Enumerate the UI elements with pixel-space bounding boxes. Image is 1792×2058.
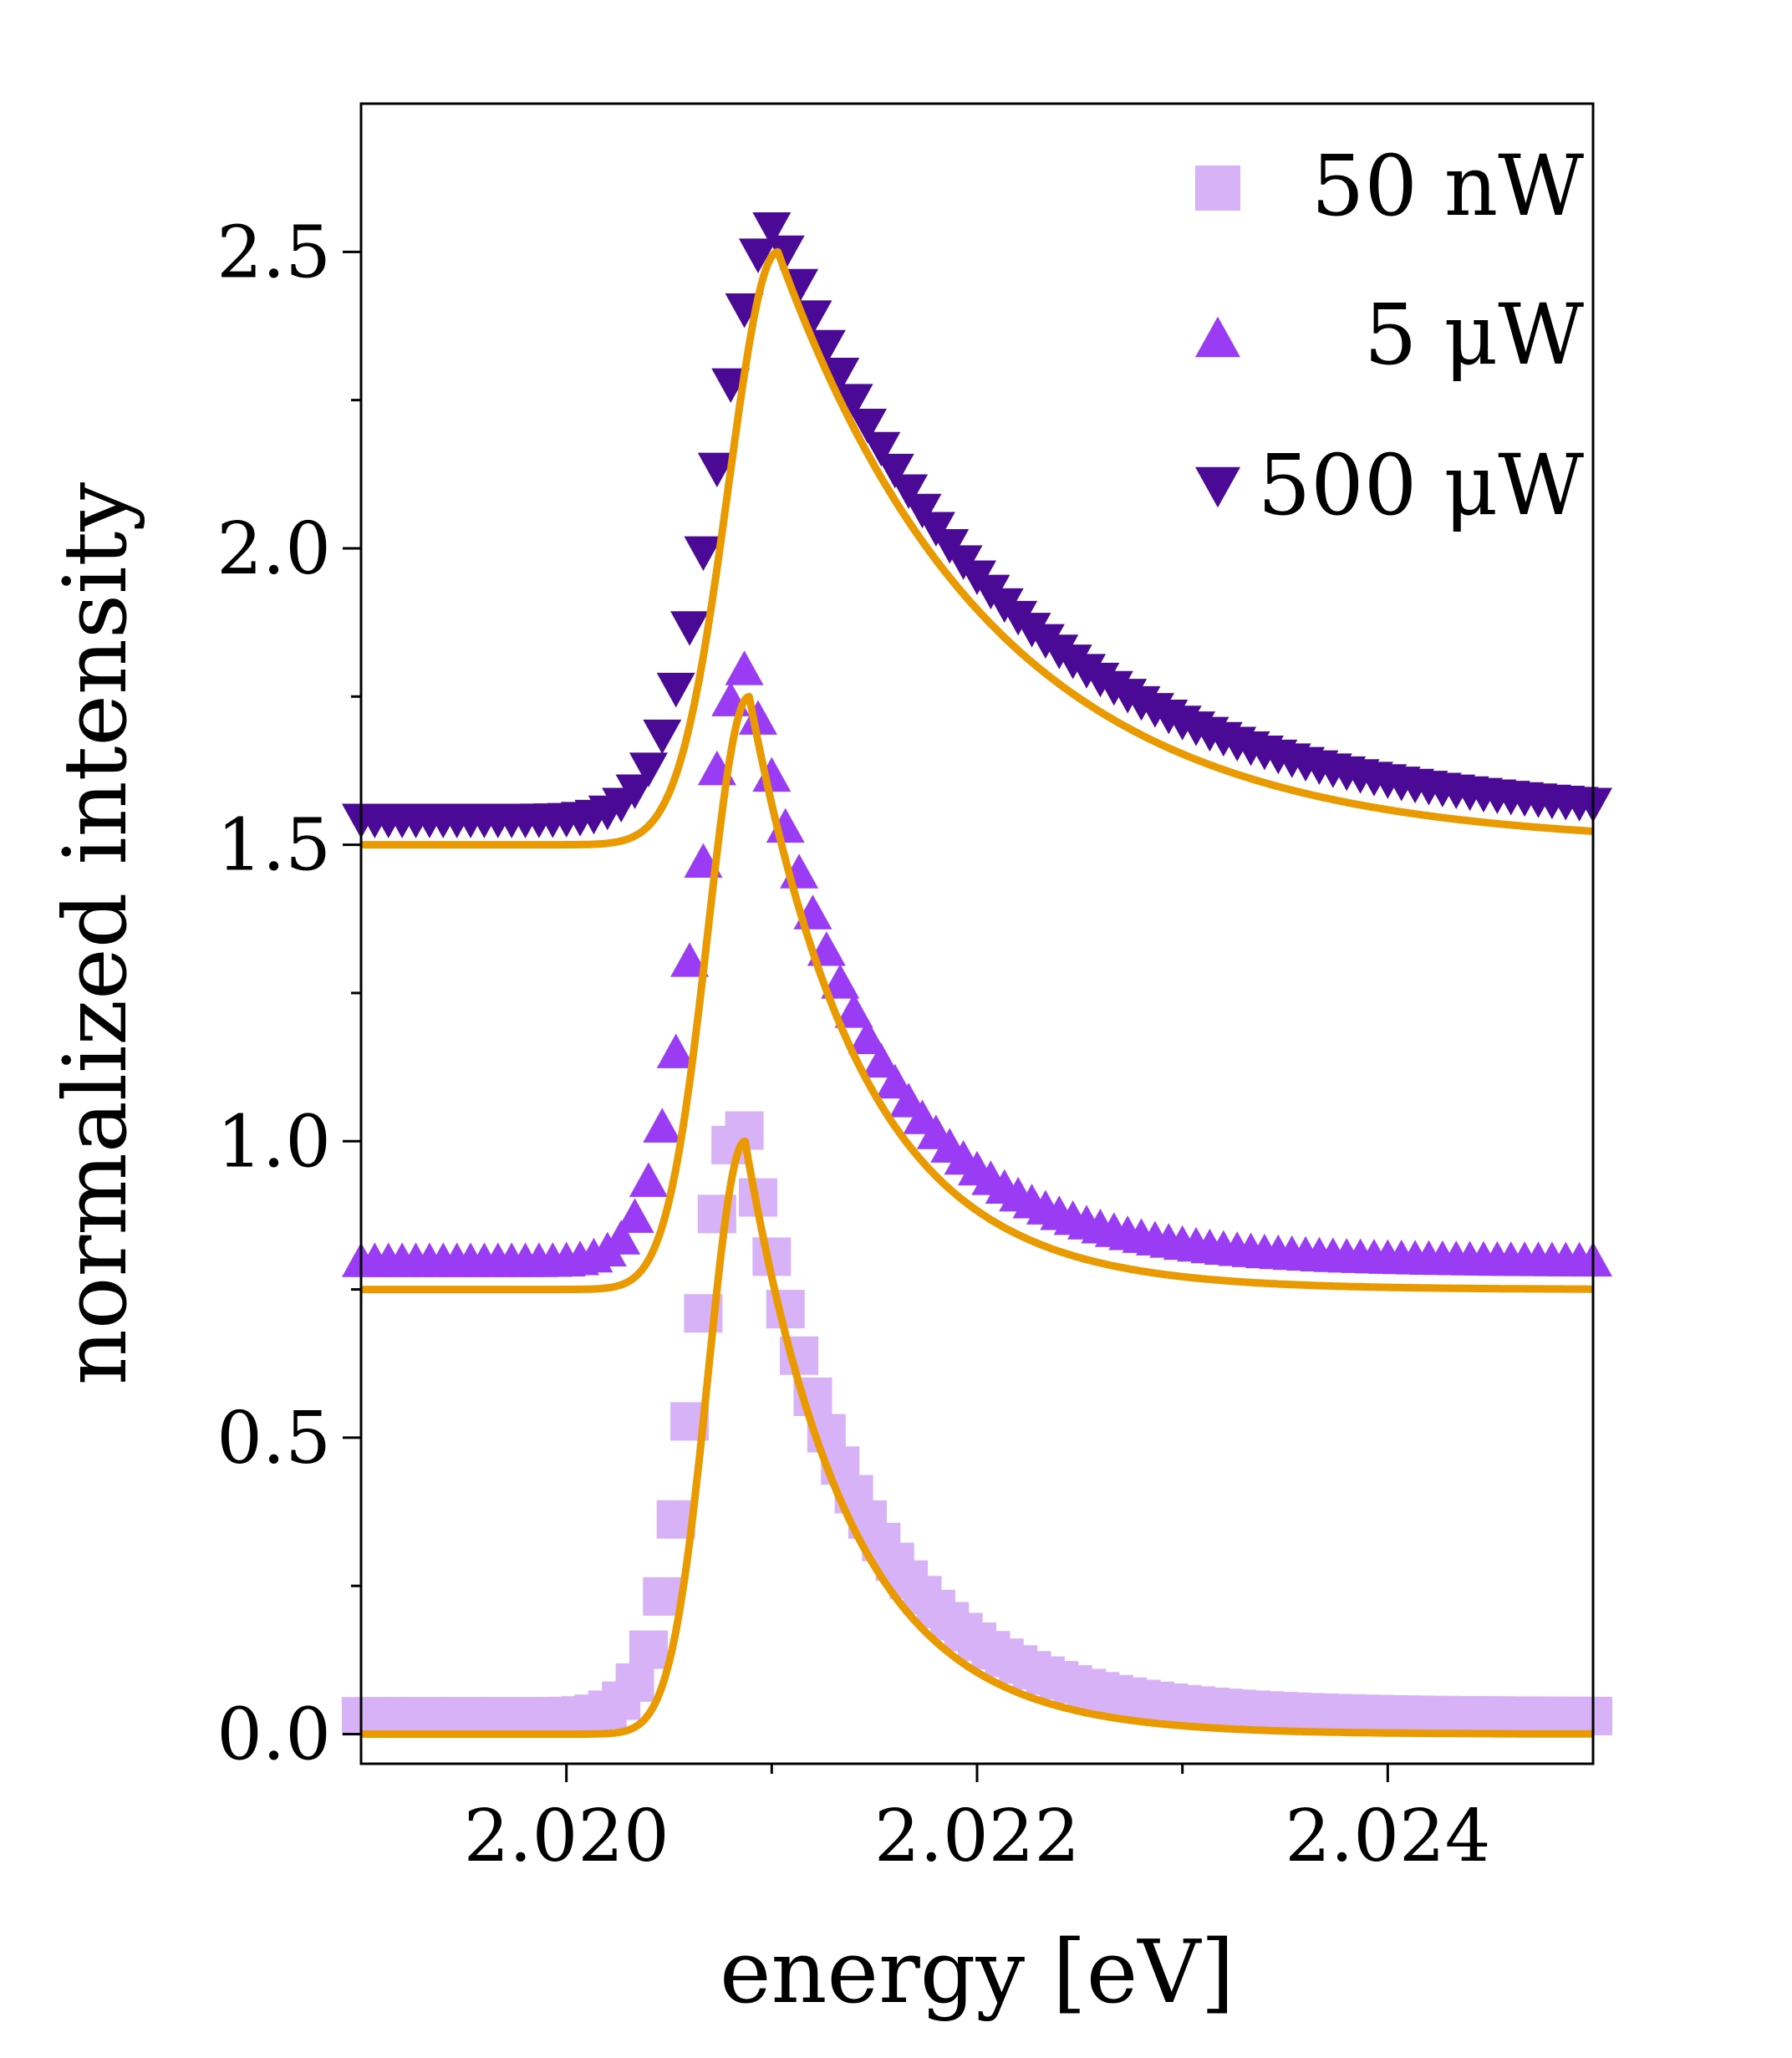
fit-line-2: [359, 692, 1595, 1294]
data-point: [670, 611, 710, 646]
x-tick-label: 2.024: [1285, 1795, 1490, 1878]
y-tick-label: 2.0: [216, 507, 331, 591]
data-point: [807, 329, 846, 365]
y-tick-label: 0.0: [216, 1694, 331, 1777]
data-point: [602, 1220, 641, 1255]
legend-marker: [1195, 166, 1240, 211]
legend-label: 500 μW: [1258, 436, 1585, 534]
legend: 50 nW 5 μW 500 μW: [1195, 137, 1584, 534]
data-point: [752, 756, 792, 792]
data-point: [834, 993, 873, 1028]
data-point: [656, 1033, 695, 1068]
series-2: [342, 650, 1612, 1277]
x-tick-label: 2.020: [464, 1795, 669, 1878]
data-point: [670, 942, 710, 977]
legend-label: 5 μW: [1364, 286, 1584, 384]
data-point: [615, 774, 654, 809]
y-tick-label: 1.0: [216, 1100, 331, 1184]
x-tick-label: 2.022: [874, 1795, 1080, 1878]
y-tick-label: 0.5: [216, 1397, 331, 1480]
data-point: [697, 452, 736, 487]
series-layer: [342, 212, 1612, 1736]
data-point: [656, 672, 695, 708]
data-point: [615, 1663, 654, 1702]
data-point: [725, 650, 764, 685]
data-point: [643, 1108, 682, 1143]
data-point: [862, 1042, 901, 1078]
data-point: [629, 752, 668, 787]
ticks-layer: 2.020 2.022 2.024 0.0 0.5 1.0 1.5 2.0 2.5: [216, 211, 1490, 1878]
fit-line-3: [359, 247, 1595, 849]
data-point: [629, 1630, 668, 1669]
data-point: [821, 358, 860, 393]
fit-line-1: [359, 1137, 1595, 1738]
data-point: [848, 1019, 887, 1055]
data-point: [766, 235, 805, 271]
data-point: [848, 408, 887, 444]
x-axis-label: energy [eV]: [720, 1921, 1235, 2023]
legend-label: 50 nW: [1311, 137, 1584, 235]
series-3: [342, 212, 1612, 838]
data-point: [629, 1162, 668, 1197]
y-axis-label: normalized intensity: [44, 482, 146, 1385]
data-point: [821, 964, 860, 999]
legend-marker: [1195, 466, 1240, 508]
data-point: [889, 474, 929, 509]
data-point: [738, 238, 777, 273]
data-point: [643, 719, 682, 755]
legend-marker: [1195, 316, 1240, 358]
data-point: [862, 431, 901, 467]
data-point: [643, 1577, 682, 1616]
fit-layer: [359, 247, 1595, 1738]
data-point: [903, 493, 942, 529]
data-point: [875, 1063, 914, 1099]
data-point: [834, 384, 873, 419]
y-tick-label: 1.5: [216, 804, 331, 888]
data-point: [752, 212, 792, 247]
data-point: [615, 1198, 654, 1233]
data-point: [684, 536, 723, 572]
data-point: [738, 700, 777, 735]
y-tick-label: 2.5: [216, 211, 331, 294]
data-point: [875, 453, 914, 489]
series-1: [342, 1111, 1612, 1736]
